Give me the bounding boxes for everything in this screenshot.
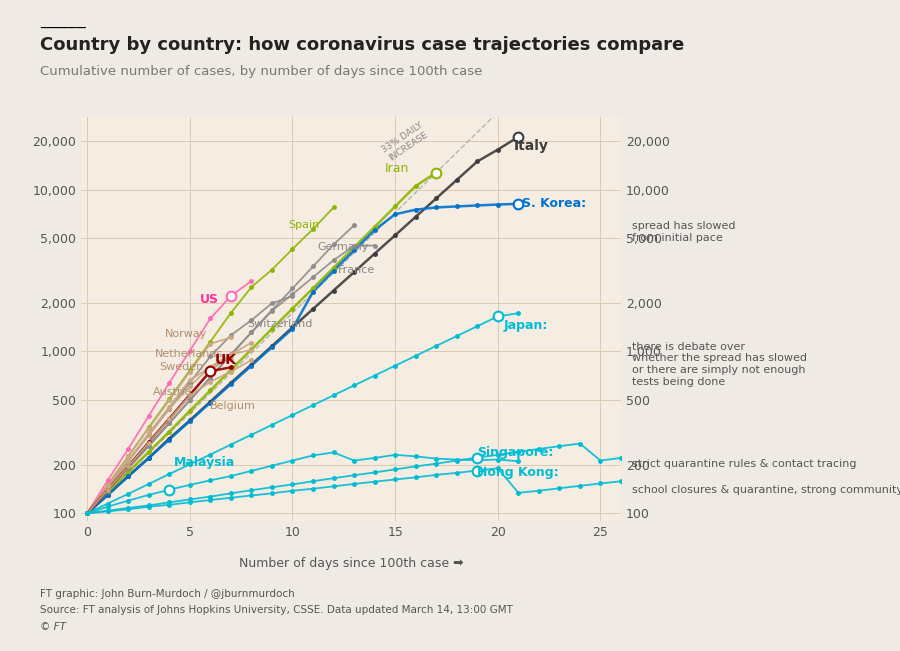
Text: ─────: ───── bbox=[40, 21, 86, 36]
Text: Netherlands: Netherlands bbox=[155, 349, 223, 359]
Text: Singapore:: Singapore: bbox=[477, 446, 554, 459]
Text: there is debate over
whether the spread has slowed
or there are simply not enoug: there is debate over whether the spread … bbox=[632, 342, 806, 387]
Text: Malaysia: Malaysia bbox=[174, 456, 235, 469]
Text: Germany: Germany bbox=[317, 242, 368, 253]
Text: Cumulative number of cases, by number of days since 100th case: Cumulative number of cases, by number of… bbox=[40, 65, 483, 78]
Text: Sweden: Sweden bbox=[159, 362, 203, 372]
Text: © FT: © FT bbox=[40, 622, 67, 631]
Text: FT graphic: John Burn-Murdoch / @jburnmurdoch: FT graphic: John Burn-Murdoch / @jburnmu… bbox=[40, 589, 295, 599]
Text: Iran: Iran bbox=[385, 162, 410, 175]
Text: Country by country: how coronavirus case trajectories compare: Country by country: how coronavirus case… bbox=[40, 36, 685, 54]
Text: Italy: Italy bbox=[514, 139, 549, 154]
Text: France: France bbox=[338, 265, 375, 275]
Text: Switzerland: Switzerland bbox=[248, 319, 312, 329]
Text: spread has slowed
from initial pace: spread has slowed from initial pace bbox=[632, 221, 735, 243]
Text: US: US bbox=[200, 293, 219, 306]
Text: Japan:: Japan: bbox=[504, 319, 548, 332]
Text: Hong Kong:: Hong Kong: bbox=[477, 465, 559, 478]
Text: UK: UK bbox=[214, 353, 237, 367]
Text: Source: FT analysis of Johns Hopkins University, CSSE. Data updated March 14, 13: Source: FT analysis of Johns Hopkins Uni… bbox=[40, 605, 513, 615]
Text: Number of days since 100th case ➡: Number of days since 100th case ➡ bbox=[238, 557, 464, 570]
Text: strict quarantine rules & contact tracing: strict quarantine rules & contact tracin… bbox=[632, 459, 856, 469]
Text: Austria: Austria bbox=[153, 387, 193, 397]
Text: S. Korea:: S. Korea: bbox=[522, 197, 587, 210]
Text: 33% DAILY
INCREASE: 33% DAILY INCREASE bbox=[380, 120, 430, 163]
Text: Norway: Norway bbox=[166, 329, 208, 339]
Text: school closures & quarantine, strong community response: school closures & quarantine, strong com… bbox=[632, 485, 900, 495]
Text: Spain: Spain bbox=[288, 221, 320, 230]
Text: Belgium: Belgium bbox=[211, 401, 256, 411]
